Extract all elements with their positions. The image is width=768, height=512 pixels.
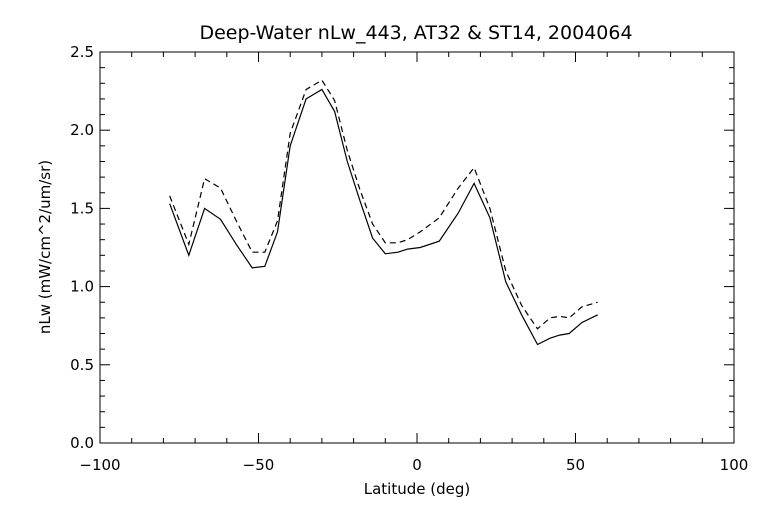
chart-title: Deep-Water nLw_443, AT32 & ST14, 2004064 [199,22,632,44]
y-tick-label: 2.0 [70,121,94,139]
y-tick-label: 1.0 [70,278,94,296]
x-tick-label: 50 [566,456,585,474]
y-tick-label: 0.0 [70,434,94,452]
y-tick-label: 1.5 [70,199,94,217]
x-axis: −100 −50 0 50 100 [79,52,748,474]
x-axis-label: Latitude (deg) [364,480,470,498]
y-axis-label: nLw (mW/cm^2/um/sr) [36,160,54,334]
series-group [169,79,598,346]
x-tick-label: 0 [412,456,422,474]
x-tick-label: −100 [79,456,120,474]
y-axis: 0.0 0.5 1.0 1.5 2.0 2.5 [70,43,734,452]
series-line-dashed [169,79,598,330]
x-tick-label: 100 [720,456,749,474]
x-tick-label: −50 [243,456,275,474]
y-tick-label: 0.5 [70,356,94,374]
y-tick-label: 2.5 [70,43,94,61]
series-line-solid [169,88,598,346]
